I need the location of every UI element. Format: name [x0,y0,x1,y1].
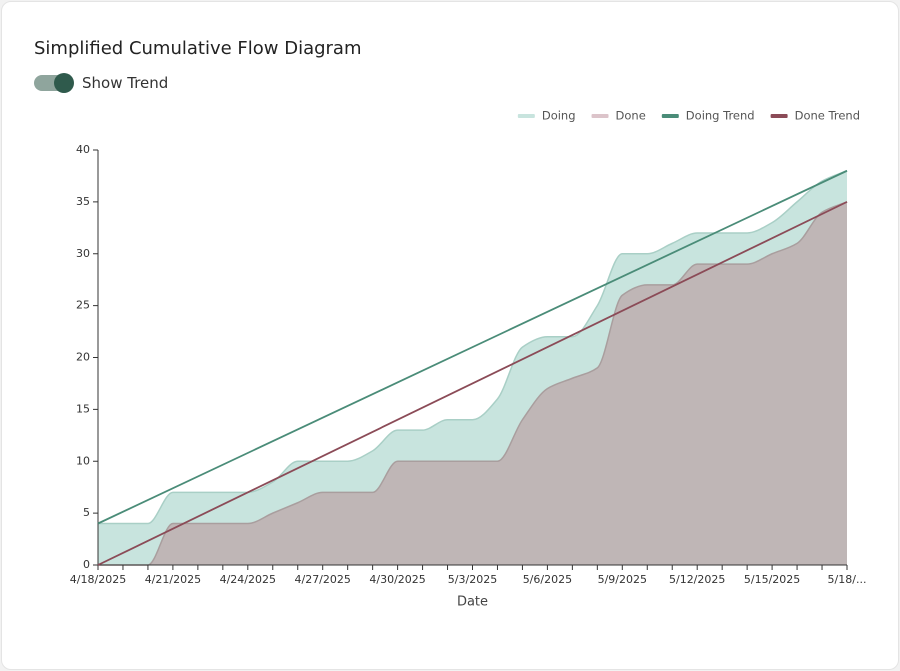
x-tick-label: 4/21/2025 [145,573,201,586]
area-line [98,170,848,525]
legend-label: Doing [542,109,576,123]
y-tick-label: 25 [76,299,90,312]
trend-toggle[interactable]: Show Trend [34,73,169,93]
y-tick-label: 5 [83,506,90,519]
x-tick-label: 5/18/... [828,573,867,586]
y-tick-label: 35 [76,195,90,208]
x-tick-label: 5/6/2025 [523,573,572,586]
x-tick-label: 5/3/2025 [448,573,497,586]
y-tick-label: 30 [76,247,90,260]
toggle-track[interactable] [34,73,74,93]
x-tick-label: 4/18/2025 [70,573,126,586]
x-tick-label: 4/27/2025 [294,573,350,586]
y-tick-label: 40 [76,143,90,156]
trend-line [97,201,848,566]
toggle-knob[interactable] [54,73,74,93]
trend-line [97,169,848,525]
legend: Done Trend Doing Trend Done Doing [517,109,860,123]
toggle-label[interactable]: Show Trend [82,74,169,92]
legend-swatch [661,114,679,118]
y-tick-label: 0 [83,558,90,571]
x-tick-label: 5/9/2025 [598,573,647,586]
legend-swatch [770,114,788,118]
legend-swatch [517,114,535,118]
x-tick-label: 5/15/2025 [744,573,800,586]
y-tick-label: 15 [76,402,90,415]
legend-label: Done Trend [795,109,860,123]
legend-label: Doing Trend [686,109,755,123]
x-tick-label: 4/24/2025 [220,573,276,586]
x-tick-label: 4/30/2025 [369,573,425,586]
x-axis-label: Date [457,595,488,610]
area-line [97,201,848,566]
y-tick-label: 20 [76,351,90,364]
legend-label: Done [616,109,646,123]
legend-swatch [591,114,609,118]
y-tick-label: 10 [76,454,90,467]
x-tick-label: 5/12/2025 [669,573,725,586]
chart-title: Simplified Cumulative Flow Diagram [34,38,362,59]
